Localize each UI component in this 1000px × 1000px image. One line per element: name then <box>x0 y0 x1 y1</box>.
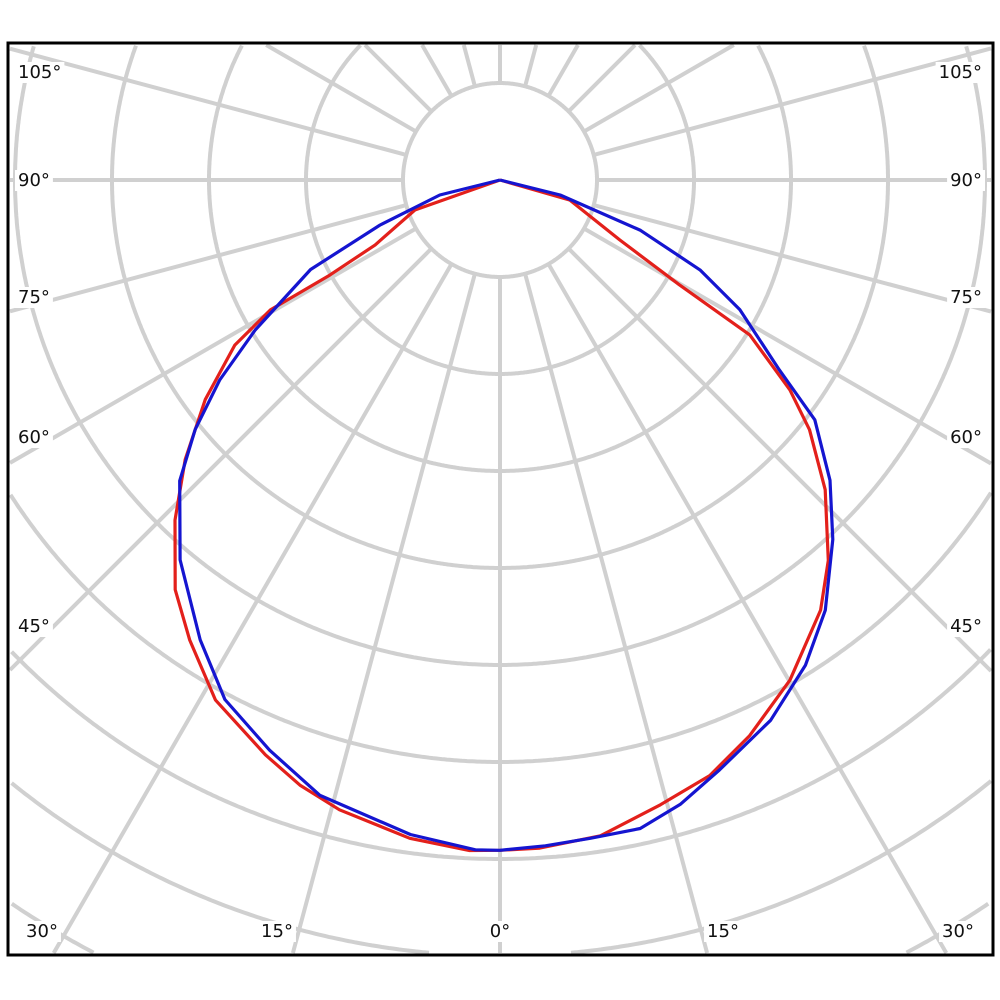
angle-label-right: 75° <box>950 287 982 308</box>
angle-label-left: 45° <box>18 616 50 637</box>
curves <box>173 178 835 853</box>
label-backdrop <box>15 427 53 448</box>
angle-label-right: 60° <box>950 427 982 448</box>
grid-spoke <box>9 46 407 157</box>
plot-frame <box>6 41 995 957</box>
grid-spoke <box>546 44 580 97</box>
label-backdrop <box>15 170 53 191</box>
grid-ring <box>110 44 890 570</box>
label-backdrop <box>15 62 65 83</box>
grid-ring <box>13 45 987 667</box>
grid-spoke <box>593 46 992 157</box>
angle-label-bottom: 30° <box>26 921 58 942</box>
grid-spoke <box>461 44 477 87</box>
grid-spoke <box>290 273 477 954</box>
angle-label-left: 60° <box>18 427 50 448</box>
grid-spoke <box>582 43 735 134</box>
label-backdrop <box>258 921 296 942</box>
grid-spoke <box>546 262 949 955</box>
grid-spoke <box>593 203 992 314</box>
grid-spoke <box>9 226 417 465</box>
angle-label-bottom: 15° <box>707 921 739 942</box>
label-backdrop <box>935 62 985 83</box>
angle-label-left: 75° <box>18 287 50 308</box>
angle-labels: 105° 90° 75° 60° 45° 105° 90° 75° 60° 45° 30° 15° 0°… <box>15 62 985 942</box>
grid-spoke <box>8 247 433 672</box>
label-backdrop <box>947 616 985 637</box>
angle-label-right: 45° <box>950 616 982 637</box>
grid-ring <box>10 779 993 955</box>
angle-label-left: 90° <box>18 170 50 191</box>
label-backdrop <box>947 287 985 308</box>
grid-spoke <box>582 226 993 466</box>
label-backdrop <box>704 921 742 942</box>
label-backdrop <box>23 921 61 942</box>
angle-label-right: 90° <box>950 170 982 191</box>
grid-spoke <box>567 43 637 113</box>
grid-spoke <box>567 247 993 673</box>
angle-label-right: 105° <box>939 62 982 83</box>
label-backdrop <box>939 921 977 942</box>
grid-spoke <box>420 44 454 97</box>
grid-ring <box>10 648 992 861</box>
grid-spoke <box>363 43 433 113</box>
angle-label-bottom: 15° <box>261 921 293 942</box>
grid-spoke <box>9 203 407 314</box>
angle-label-bottom: 0° <box>490 921 510 942</box>
grid-spoke <box>265 43 418 134</box>
label-backdrop <box>15 287 53 308</box>
grid-spoke <box>523 273 710 954</box>
angle-label-left: 105° <box>18 62 61 83</box>
label-backdrop <box>947 170 985 191</box>
series-curve-2 <box>178 178 835 852</box>
label-backdrop <box>947 427 985 448</box>
label-backdrop <box>15 616 53 637</box>
grid-spoke <box>523 44 539 87</box>
label-backdrop <box>486 921 514 942</box>
grid-spoke <box>51 262 454 955</box>
angle-label-bottom: 30° <box>942 921 974 942</box>
